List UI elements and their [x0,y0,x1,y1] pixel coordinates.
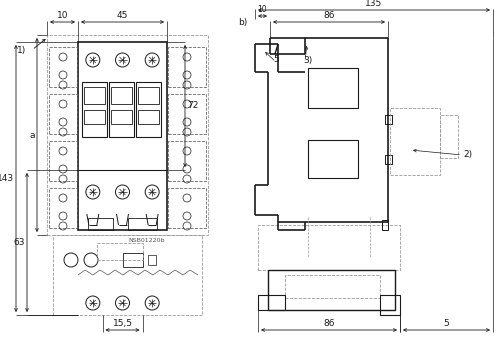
Text: 2): 2) [463,151,472,159]
Bar [168,188,206,228]
Text: 5: 5 [444,319,450,328]
Bar [109,82,134,137]
Bar [258,225,400,270]
Bar [136,82,161,137]
Bar [148,255,156,265]
Bar [128,218,157,230]
Bar [49,94,77,134]
Bar [84,110,105,124]
Bar [268,270,395,310]
Text: 1): 1) [18,46,26,55]
Bar [285,275,380,298]
Bar [258,295,285,310]
Text: 135: 135 [366,0,382,8]
Bar [111,110,132,124]
Bar [380,295,400,315]
Bar [440,115,458,158]
Text: 63: 63 [14,238,25,247]
Text: 86: 86 [323,319,335,328]
Bar [168,141,206,181]
Bar [168,47,206,87]
Bar [111,87,132,104]
Bar [168,94,206,134]
Bar [390,108,440,175]
Bar [82,82,107,137]
Text: 5: 5 [273,56,279,64]
Bar [78,42,167,230]
Bar [88,218,113,230]
Text: 3): 3) [303,56,312,64]
Bar [84,87,105,104]
Bar [49,141,77,181]
Text: a: a [30,130,35,140]
Text: 86: 86 [323,11,335,20]
Bar [308,140,358,178]
Bar [123,253,143,267]
Bar [382,220,388,230]
Text: 143: 143 [0,174,14,183]
Text: 10: 10 [258,5,268,14]
Bar [385,155,392,164]
Text: 10: 10 [57,11,68,20]
Bar [49,47,77,87]
Text: NSB01220b: NSB01220b [128,238,165,243]
Text: 15,5: 15,5 [112,319,132,328]
Text: 72: 72 [187,102,198,110]
Bar [138,87,159,104]
Bar [53,235,202,315]
Text: 45: 45 [117,11,128,20]
Bar [47,35,208,235]
Bar [308,68,358,108]
Bar [385,115,392,124]
Bar [138,110,159,124]
Bar [97,243,143,260]
Text: b): b) [238,17,247,26]
Bar [49,188,77,228]
